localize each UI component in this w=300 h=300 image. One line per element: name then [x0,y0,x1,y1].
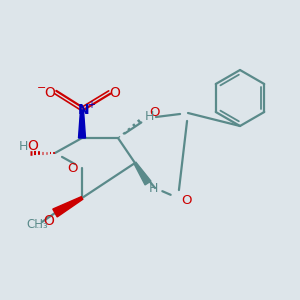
Polygon shape [79,110,86,138]
Text: H: H [144,110,154,122]
Text: CH₃: CH₃ [26,218,48,232]
Text: O: O [44,214,54,228]
Text: H: H [148,182,158,194]
Text: O: O [45,86,56,100]
Text: methyl: methyl [37,227,42,228]
Text: −: − [37,83,47,93]
Text: O: O [150,106,160,119]
Text: O: O [67,161,77,175]
Polygon shape [134,162,151,185]
Text: H: H [18,140,28,152]
Text: +: + [87,100,95,110]
Text: O: O [28,139,38,153]
Text: O: O [181,194,191,208]
Text: N: N [78,103,90,117]
Text: O: O [110,86,120,100]
Polygon shape [53,197,83,217]
